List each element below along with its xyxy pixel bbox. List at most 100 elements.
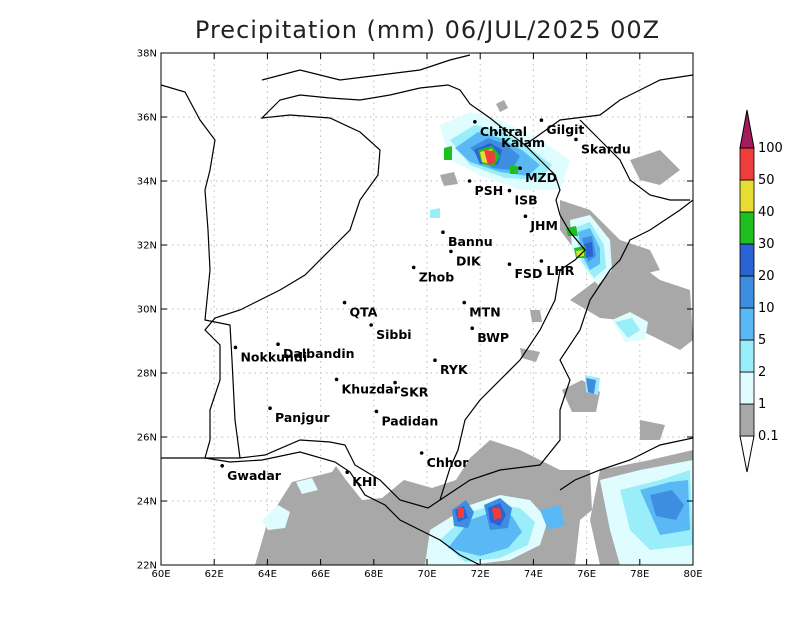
city-label: MTN (469, 305, 500, 320)
city-dot (393, 380, 397, 385)
city-dot (345, 470, 350, 475)
city-dot (374, 409, 379, 414)
city-dot (539, 259, 544, 263)
x-tick-label: 74E (524, 569, 543, 580)
colorbar-label: 30 (758, 237, 775, 252)
x-tick-label: 72E (471, 569, 490, 580)
city-label: Padidan (381, 413, 438, 428)
y-tick-label: 28N (137, 369, 157, 380)
colorbar: 0.1 1 2 5 10 20 30 40 50 100 (739, 109, 783, 473)
pakistan-border (204, 84, 586, 509)
city-dot (411, 265, 416, 270)
gridlines (161, 53, 693, 565)
city-label: Gwadar (227, 468, 282, 483)
city-label: Panjgur (275, 410, 330, 425)
y-tick-label: 32N (137, 241, 157, 252)
city-dot (494, 131, 498, 135)
map-title: Precipitation (mm) 06/JUL/2025 00Z (194, 16, 661, 44)
colorbar-label: 100 (758, 141, 783, 156)
colorbar-max-arrow (739, 109, 755, 149)
precip-50-100-area (458, 150, 502, 520)
city-label: Kalam (501, 135, 545, 150)
colorbar-swatch (739, 339, 755, 373)
x-tick-label: 66E (311, 569, 330, 580)
city-label: RYK (440, 362, 469, 377)
x-tick-label: 78E (630, 569, 649, 580)
colorbar-swatch (739, 275, 755, 309)
x-tick-label: 68E (364, 569, 383, 580)
city-label: LHR (546, 263, 574, 278)
y-tick-label: 34N (137, 177, 157, 188)
city-dot (518, 166, 522, 170)
y-tick-label: 36N (137, 113, 157, 124)
colorbar-label: 20 (758, 269, 775, 284)
colorbar-swatch (739, 307, 755, 341)
plot-area: 60E 62E 64E 66E 68E 70E 72E 74E 76E 78E 80E 22N 24N 2… (137, 49, 703, 581)
x-tick-label: 60E (151, 569, 170, 580)
colorbar-swatch (739, 211, 755, 245)
india-border (439, 199, 693, 501)
city-label: SKR (400, 385, 429, 400)
city-label: JHM (529, 218, 558, 233)
india-coast (559, 437, 693, 491)
colorbar-swatch (739, 179, 755, 213)
city-label: Zhob (419, 269, 455, 284)
city-label: Bannu (448, 234, 493, 249)
city-dot (462, 300, 467, 305)
colorbar-label: 40 (758, 205, 775, 220)
city-label: Skardu (581, 141, 631, 156)
city-label: PSH (475, 183, 504, 198)
boundaries (161, 54, 693, 565)
y-tick-label: 30N (137, 305, 157, 316)
city-dot (473, 120, 477, 124)
city-label: KHI (352, 474, 377, 489)
colorbar-swatch (739, 147, 755, 181)
coastline (161, 451, 481, 565)
colorbar-swatch (739, 403, 755, 437)
city-dot (342, 300, 347, 305)
y-tick-label: 24N (137, 497, 157, 508)
x-tick-label: 70E (417, 569, 436, 580)
city-dot (334, 377, 339, 382)
city-label: Dalbandin (283, 346, 355, 361)
city-label: Chitral (480, 124, 527, 139)
afghanistan-iran-border (161, 84, 241, 459)
city-dot (449, 249, 453, 254)
colorbar-label: 5 (758, 333, 766, 348)
y-tick-label: 26N (137, 433, 157, 444)
city-dot (507, 262, 512, 267)
axis-ticks: 60E 62E 64E 66E 68E 70E 72E 74E 76E 78E 80E 22N 24N 2… (137, 49, 703, 581)
city-label: Chhor (427, 455, 470, 470)
city-label: Sibbi (376, 327, 411, 342)
north-border (261, 54, 471, 81)
city-dot (276, 342, 280, 347)
city-dot (441, 230, 445, 234)
city-dot (233, 345, 238, 350)
city-dot (419, 451, 424, 455)
colorbar-swatch (739, 243, 755, 277)
china-border (524, 74, 693, 146)
city-label: BWP (477, 330, 509, 345)
colorbar-swatch (739, 371, 755, 405)
city-label: ISB (514, 193, 537, 208)
colorbar-label: 2 (758, 365, 766, 380)
city-dot (220, 464, 224, 468)
precip-fields (255, 100, 693, 565)
x-tick-label: 80E (683, 569, 702, 580)
city-dot (433, 358, 437, 363)
city-dot (470, 326, 475, 331)
city-label: DIK (456, 253, 482, 268)
city-label: QTA (350, 305, 378, 320)
colorbar-label: 10 (758, 301, 775, 316)
city-label: MZD (525, 170, 557, 185)
city-dot (523, 214, 528, 218)
city-label: Nokkundi (240, 349, 307, 364)
colorbar-min-arrow (739, 435, 755, 473)
city-dot (539, 118, 544, 122)
city-dot (268, 406, 272, 411)
city-label: Gilgit (546, 122, 584, 137)
x-tick-label: 62E (205, 569, 224, 580)
x-tick-label: 64E (258, 569, 277, 580)
x-tick-label: 76E (577, 569, 596, 580)
